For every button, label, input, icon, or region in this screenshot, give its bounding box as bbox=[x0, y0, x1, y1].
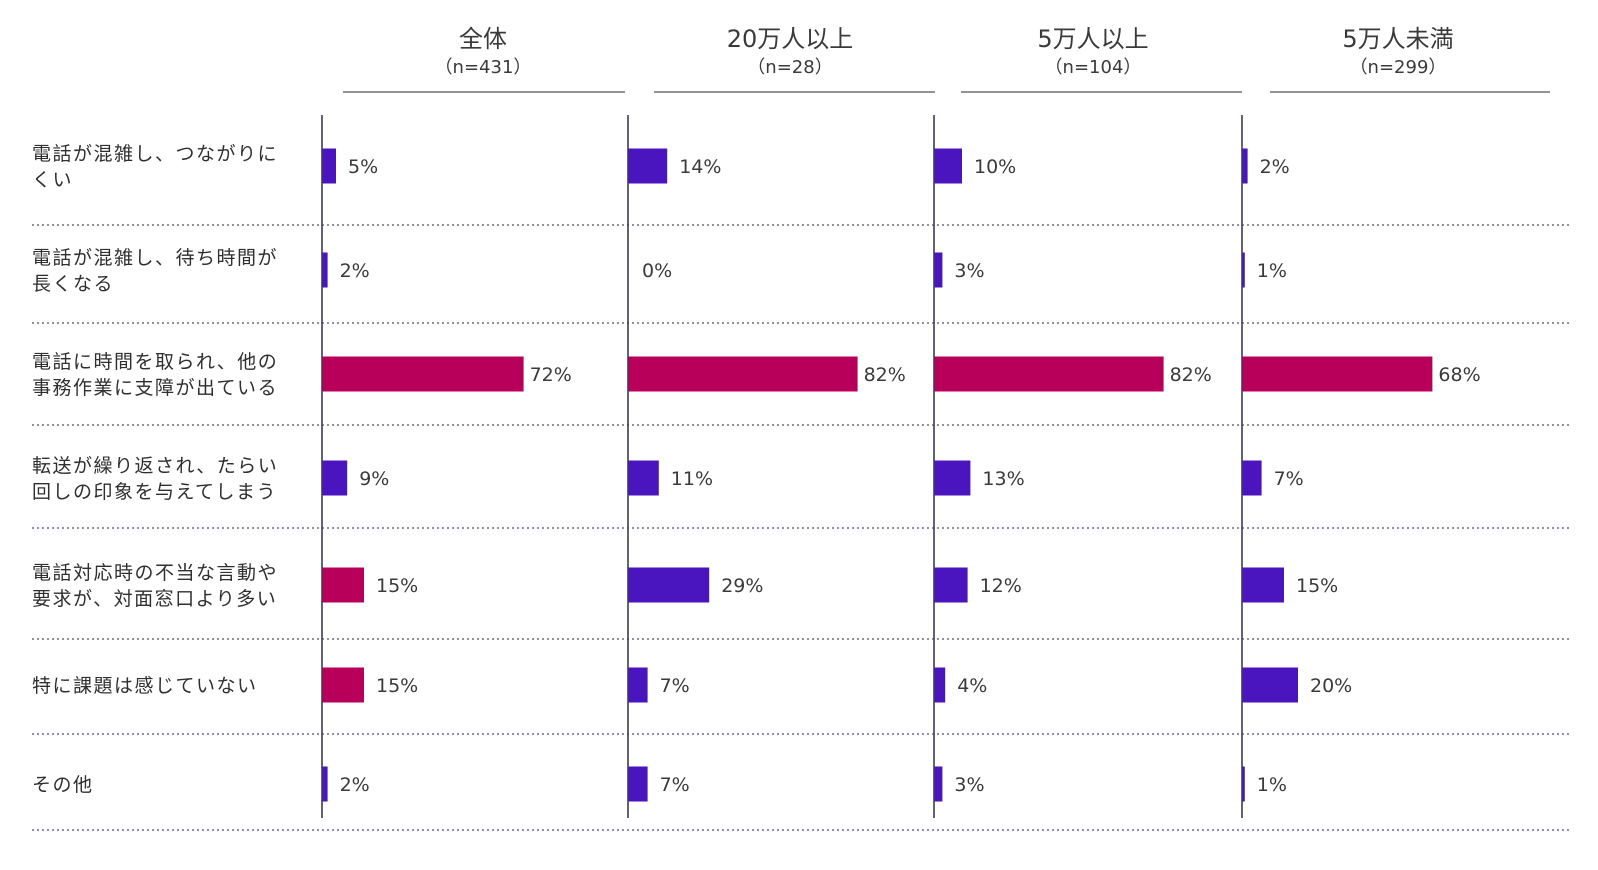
row-label: その他 bbox=[32, 774, 94, 796]
column-sample-size: （n=104） bbox=[1045, 57, 1142, 78]
value-label: 9% bbox=[359, 468, 389, 490]
value-label: 1% bbox=[1257, 260, 1287, 282]
row-label: くい bbox=[32, 169, 73, 191]
bar bbox=[628, 667, 648, 703]
row-label: 長くなる bbox=[32, 273, 114, 295]
value-label: 82% bbox=[1170, 364, 1212, 386]
row-label: 電話に時間を取られ、他の bbox=[32, 351, 278, 373]
bar bbox=[934, 460, 971, 496]
bar bbox=[1242, 252, 1245, 288]
value-label: 0% bbox=[642, 260, 672, 282]
row-label: 電話対応時の不当な言動や bbox=[32, 562, 278, 584]
row-label: 転送が繰り返され、たらい bbox=[32, 455, 278, 477]
value-label: 5% bbox=[348, 156, 378, 178]
value-label: 2% bbox=[340, 260, 370, 282]
bar bbox=[628, 567, 710, 603]
value-label: 11% bbox=[671, 468, 713, 490]
value-label: 3% bbox=[954, 774, 984, 796]
value-label: 13% bbox=[982, 468, 1024, 490]
bar bbox=[1242, 460, 1262, 496]
row-label: 事務作業に支障が出ている bbox=[32, 377, 278, 399]
bar bbox=[1242, 356, 1433, 392]
value-label: 2% bbox=[1260, 156, 1290, 178]
bar bbox=[934, 766, 943, 802]
bar bbox=[322, 252, 328, 288]
row-label: 電話が混雑し、つながりに bbox=[32, 143, 278, 165]
row-label: 要求が、対面窓口より多い bbox=[32, 588, 277, 610]
value-label: 1% bbox=[1257, 774, 1287, 796]
value-label: 7% bbox=[660, 675, 690, 697]
bar bbox=[628, 766, 648, 802]
column-title: 全体 bbox=[459, 25, 507, 53]
value-label: 3% bbox=[954, 260, 984, 282]
column-title: 20万人以上 bbox=[727, 25, 854, 53]
value-label: 2% bbox=[340, 774, 370, 796]
row-label: 電話が混雑し、待ち時間が bbox=[32, 247, 278, 269]
value-label: 10% bbox=[974, 156, 1016, 178]
row-label: 回しの印象を与えてしまう bbox=[32, 481, 277, 503]
bar bbox=[322, 460, 348, 496]
bar bbox=[1242, 667, 1298, 703]
value-label: 29% bbox=[721, 575, 763, 597]
value-label: 20% bbox=[1310, 675, 1352, 697]
column-title: 5万人未満 bbox=[1342, 25, 1453, 53]
bar bbox=[322, 148, 336, 184]
bar bbox=[934, 148, 962, 184]
column-sample-size: （n=299） bbox=[1350, 57, 1447, 78]
bar bbox=[628, 460, 659, 496]
bar bbox=[1242, 148, 1248, 184]
value-label: 82% bbox=[864, 364, 906, 386]
bar bbox=[628, 356, 858, 392]
value-label: 7% bbox=[1274, 468, 1304, 490]
bar bbox=[322, 356, 524, 392]
bar bbox=[934, 567, 968, 603]
bar bbox=[322, 667, 364, 703]
bar bbox=[1242, 766, 1245, 802]
value-label: 12% bbox=[980, 575, 1022, 597]
bar bbox=[628, 148, 668, 184]
bar bbox=[322, 567, 364, 603]
value-label: 68% bbox=[1438, 364, 1480, 386]
value-label: 15% bbox=[1296, 575, 1338, 597]
bar bbox=[322, 766, 328, 802]
column-sample-size: （n=28） bbox=[747, 57, 832, 78]
value-label: 72% bbox=[530, 364, 572, 386]
row-label: 特に課題は感じていない bbox=[32, 675, 258, 697]
value-label: 15% bbox=[376, 575, 418, 597]
bar bbox=[934, 356, 1164, 392]
value-label: 7% bbox=[660, 774, 690, 796]
bar bbox=[934, 252, 943, 288]
column-title: 5万人以上 bbox=[1037, 25, 1148, 53]
value-label: 14% bbox=[679, 156, 721, 178]
value-label: 15% bbox=[376, 675, 418, 697]
column-sample-size: （n=431） bbox=[435, 57, 532, 78]
bar bbox=[1242, 567, 1284, 603]
value-label: 4% bbox=[957, 675, 987, 697]
bar bbox=[934, 667, 946, 703]
